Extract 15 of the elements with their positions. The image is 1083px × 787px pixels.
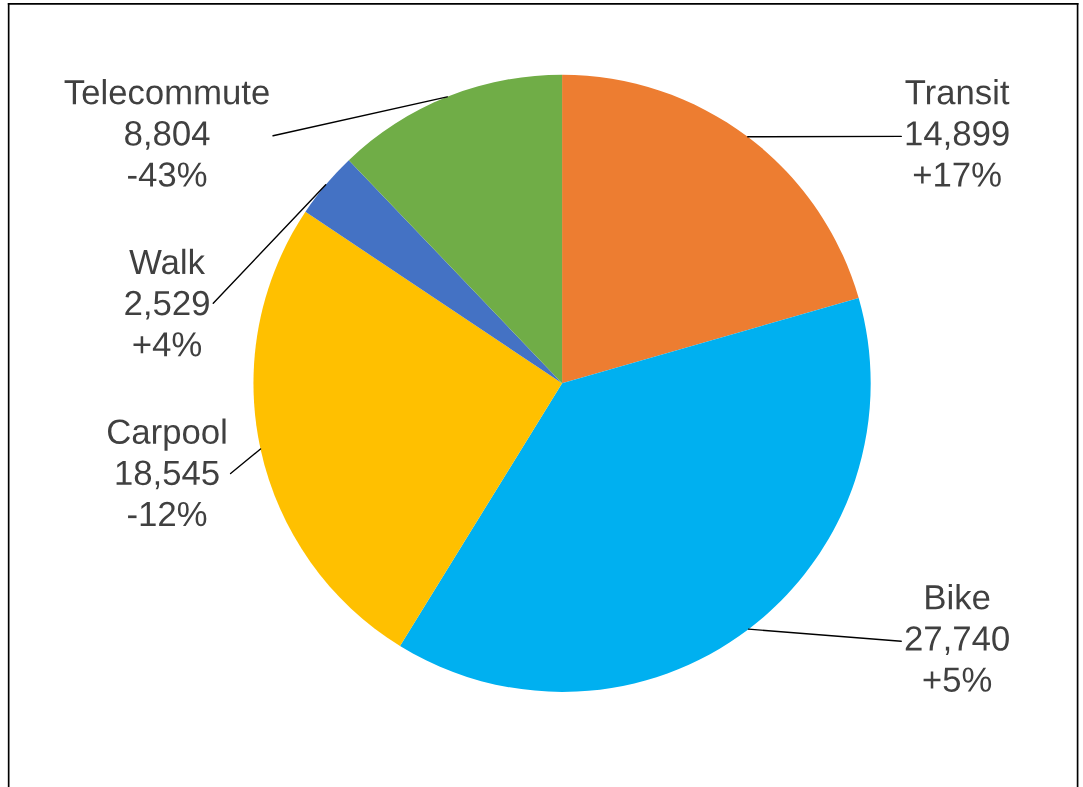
pie-slice — [348, 74, 563, 384]
slice-label: Telecommute — [64, 79, 269, 105]
data-label: 8,804 -43% — [125, 121, 210, 187]
pie-slice — [400, 298, 871, 692]
slice-label: Walk — [129, 248, 206, 275]
pie-slice — [305, 160, 563, 384]
data-label: 2,529 +4% — [125, 290, 209, 357]
slice-label: Bike — [926, 584, 990, 610]
slice-label: Carpool — [108, 418, 226, 451]
slice-label: Transit — [905, 79, 1010, 105]
data-label: 18,545 -12% — [116, 460, 219, 527]
data-label: 14,899 +17% — [906, 121, 1009, 187]
pie-slice — [253, 211, 563, 646]
data-label: 27,740 +5% — [905, 626, 1009, 692]
pie-slice — [562, 74, 859, 384]
